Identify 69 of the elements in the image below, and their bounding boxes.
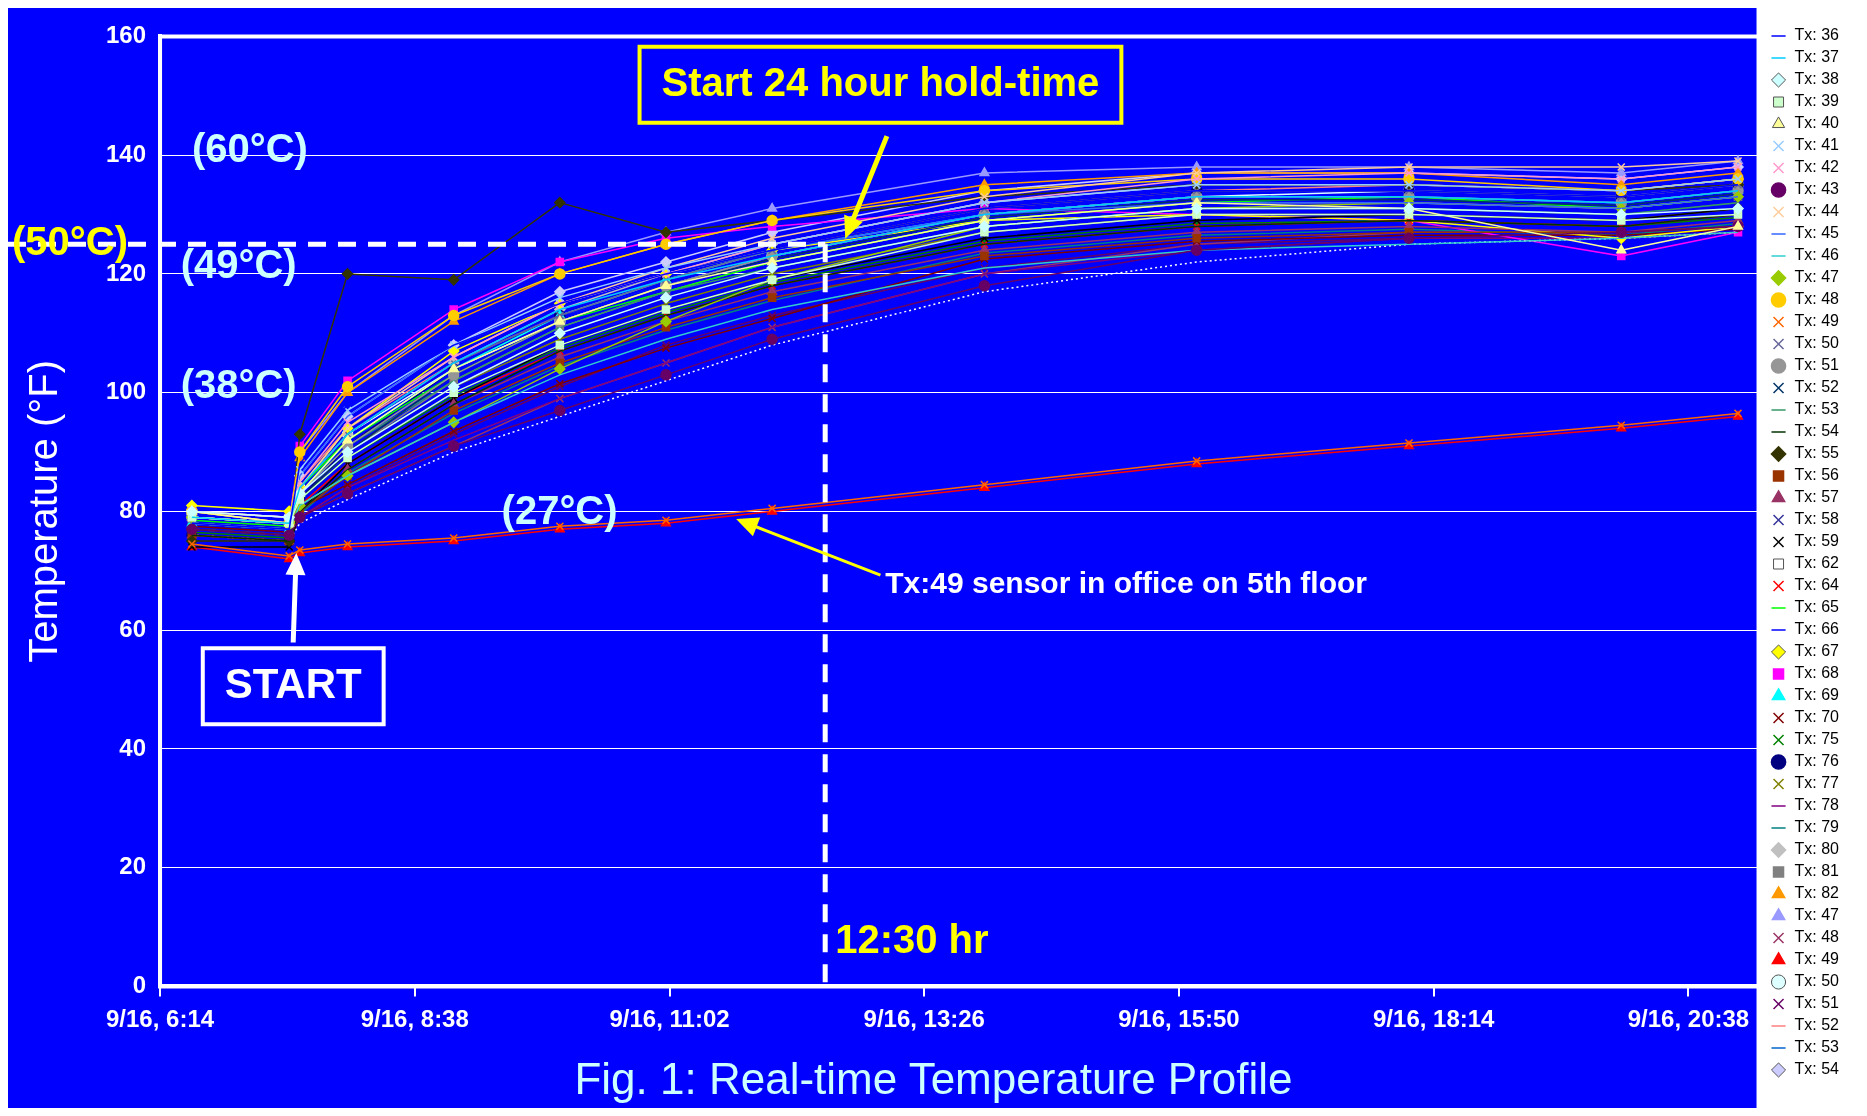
legend-label: Tx: 38	[1794, 70, 1840, 88]
y-tick-label: 60	[119, 614, 147, 642]
legend-label: Tx: 76	[1794, 752, 1840, 770]
x-tick-label: 9/16, 15:50	[1118, 1005, 1240, 1033]
legend-label: Tx: 48	[1794, 928, 1840, 946]
x-tick-label: 9/16, 20:38	[1627, 1005, 1750, 1033]
legend-label: Tx: 66	[1794, 620, 1840, 638]
legend-label: Tx: 58	[1794, 510, 1840, 528]
x-tick-label: 9/16, 13:26	[863, 1005, 985, 1033]
legend-label: Tx: 49	[1794, 950, 1840, 968]
y-tick-label: 40	[119, 733, 147, 761]
legend-label: Tx: 67	[1794, 642, 1840, 660]
x-tick-label: 9/16, 8:38	[360, 1005, 469, 1033]
x-tick-label: 9/16, 6:14	[106, 1005, 215, 1033]
x-tick-label: 9/16, 11:02	[609, 1005, 730, 1033]
legend-label: Tx: 43	[1794, 180, 1840, 198]
legend-label: Tx: 78	[1794, 796, 1840, 814]
y-axis-title: Temperature (°F)	[21, 360, 66, 663]
legend-label: Tx: 56	[1794, 466, 1840, 484]
legend-label: Tx: 54	[1794, 1060, 1840, 1078]
x-tick-label: 9/16, 18:14	[1373, 1005, 1496, 1033]
legend-label: Tx: 64	[1794, 576, 1840, 594]
y-tick-label: 80	[119, 496, 147, 524]
legend-label: Tx: 52	[1794, 378, 1840, 396]
ref-line-label: 12:30 hr	[835, 917, 989, 962]
legend-label: Tx: 51	[1794, 356, 1840, 374]
annotation: START	[224, 659, 362, 707]
legend-label: Tx: 40	[1794, 114, 1840, 132]
legend-label: Tx: 79	[1794, 818, 1840, 836]
legend-label: Tx: 59	[1794, 532, 1840, 550]
legend-label: Tx: 68	[1794, 664, 1840, 682]
legend-label: Tx: 53	[1794, 400, 1840, 418]
legend-label: Tx: 82	[1794, 884, 1840, 902]
y-tick-label: 140	[106, 139, 147, 167]
legend-label: Tx: 80	[1794, 840, 1840, 858]
legend-label: Tx: 75	[1794, 730, 1840, 748]
legend-label: Tx: 77	[1794, 774, 1840, 792]
legend-label: Tx: 53	[1794, 1038, 1840, 1056]
legend-label: Tx: 52	[1794, 1016, 1840, 1034]
annotation: Start 24 hour hold-time	[661, 59, 1100, 104]
y-tick-label: 160	[106, 21, 147, 49]
y-tick-label: 100	[106, 377, 147, 405]
legend-label: Tx: 39	[1794, 92, 1840, 110]
legend-label: Tx: 51	[1794, 994, 1840, 1012]
legend-label: Tx: 47	[1794, 268, 1840, 286]
legend-label: Tx: 54	[1794, 422, 1840, 440]
legend-label: Tx: 37	[1794, 48, 1840, 66]
text: Fig. 1: Real-time Temperature Profile	[574, 1053, 1293, 1103]
legend-label: Tx: 69	[1794, 686, 1840, 704]
legend-label: Tx: 81	[1794, 862, 1840, 880]
legend-label: Tx: 55	[1794, 444, 1840, 462]
legend-label: Tx: 49	[1794, 312, 1840, 330]
legend-label: Tx: 45	[1794, 224, 1840, 242]
legend-label: Tx: 46	[1794, 246, 1840, 264]
annotation: Tx:49 sensor in office on 5th floor	[885, 565, 1368, 599]
legend-label: Tx: 48	[1794, 290, 1840, 308]
legend-label: Tx: 57	[1794, 488, 1840, 506]
legend-label: Tx: 65	[1794, 598, 1840, 616]
legend-label: Tx: 50	[1794, 334, 1840, 352]
legend-label: Tx: 47	[1794, 906, 1840, 924]
y-tick-label: 20	[119, 852, 147, 880]
legend-label: Tx: 36	[1794, 26, 1840, 44]
legend-label: Tx: 41	[1794, 136, 1840, 154]
legend-label: Tx: 70	[1794, 708, 1840, 726]
legend-label: Tx: 42	[1794, 158, 1840, 176]
legend-label: Tx: 50	[1794, 972, 1840, 990]
legend-label: Tx: 44	[1794, 202, 1840, 220]
y-tick-label: 0	[132, 971, 147, 999]
legend-label: Tx: 62	[1794, 554, 1840, 572]
